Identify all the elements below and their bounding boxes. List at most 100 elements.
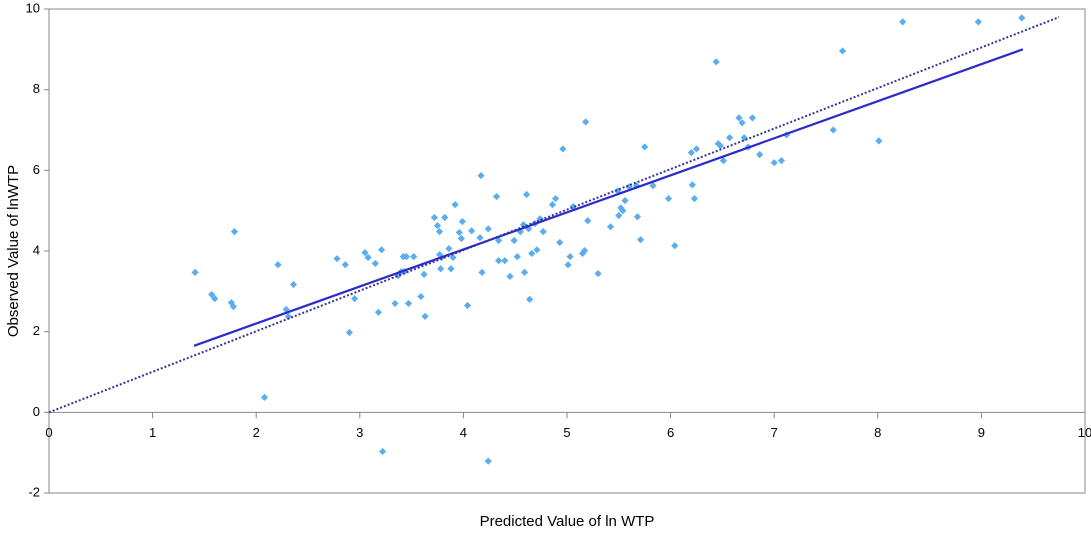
data-point <box>528 249 536 258</box>
data-point <box>501 257 509 265</box>
data-point <box>433 221 442 230</box>
x-tick-label: 2 <box>253 425 260 440</box>
data-point <box>364 253 372 262</box>
data-point <box>614 187 622 195</box>
data-point <box>633 213 642 221</box>
data-point <box>510 236 518 245</box>
data-point <box>692 145 701 153</box>
data-point <box>716 142 724 150</box>
y-tick-label: 6 <box>33 162 40 177</box>
data-point <box>289 280 298 289</box>
data-point <box>770 159 778 167</box>
data-point <box>410 253 418 261</box>
data-point <box>484 457 492 465</box>
data-point <box>875 137 883 145</box>
data-point <box>468 227 476 235</box>
data-point <box>714 140 722 148</box>
data-point <box>525 225 533 233</box>
data-point <box>582 118 590 126</box>
data-point <box>688 181 696 189</box>
data-point <box>402 253 411 261</box>
x-tick-label: 6 <box>667 425 674 440</box>
data-point <box>391 299 399 308</box>
data-point <box>539 228 547 236</box>
x-tick-label: 5 <box>563 425 570 440</box>
x-axis-title: Predicted Value of ln WTP <box>480 513 655 530</box>
data-point <box>495 257 503 265</box>
y-tick-label: 4 <box>33 242 40 257</box>
data-point <box>594 269 602 278</box>
data-point <box>719 157 728 165</box>
x-tick-label: 7 <box>771 425 778 440</box>
y-tick-label: 8 <box>33 81 40 96</box>
y-axis-title: Observed Value of lnWTP <box>5 165 22 337</box>
data-point <box>463 301 472 310</box>
data-point <box>351 294 359 303</box>
data-point <box>417 292 425 301</box>
data-point <box>671 242 679 250</box>
y-tick-label: -2 <box>28 484 40 499</box>
data-point <box>260 393 269 402</box>
data-point <box>1018 14 1026 22</box>
data-point <box>641 143 649 151</box>
data-point <box>377 246 386 254</box>
data-point <box>621 196 629 205</box>
data-point <box>548 201 557 209</box>
data-point <box>361 249 369 257</box>
data-point <box>430 213 438 222</box>
data-point <box>374 308 383 316</box>
data-point <box>899 18 907 26</box>
data-point <box>492 192 501 201</box>
data-point <box>664 194 673 203</box>
data-point <box>748 114 757 122</box>
data-point <box>526 295 534 303</box>
data-point <box>421 312 429 320</box>
data-point <box>378 447 387 456</box>
data-point <box>495 236 503 245</box>
data-point <box>420 270 428 278</box>
data-point <box>458 217 466 226</box>
y-tick-label: 2 <box>33 323 40 338</box>
data-point <box>829 126 837 134</box>
data-point <box>333 255 341 263</box>
data-point <box>230 228 239 236</box>
data-point <box>211 294 219 303</box>
data-point <box>581 246 589 255</box>
data-point <box>578 249 587 258</box>
data-point <box>449 253 457 262</box>
data-point <box>341 261 349 269</box>
data-point <box>738 119 746 127</box>
data-point <box>756 151 764 159</box>
data-point <box>606 223 615 231</box>
data-point <box>229 303 238 311</box>
data-point <box>533 246 541 254</box>
data-point <box>690 194 699 203</box>
data-point <box>712 58 720 66</box>
data-point <box>519 221 528 229</box>
data-point <box>619 207 627 215</box>
data-point <box>777 157 786 165</box>
data-point <box>615 211 623 220</box>
data-point <box>451 201 459 209</box>
data-point <box>649 182 657 190</box>
data-point <box>455 228 463 237</box>
data-point <box>513 253 521 261</box>
x-tick-label: 1 <box>149 425 156 440</box>
data-point <box>974 18 982 26</box>
data-point <box>441 213 449 222</box>
data-point <box>566 253 574 261</box>
x-tick-label: 3 <box>356 425 363 440</box>
data-point <box>552 194 560 203</box>
data-point <box>284 312 292 320</box>
y-tick-label: 10 <box>26 0 40 15</box>
data-point <box>457 234 465 243</box>
data-point <box>437 265 445 273</box>
data-point <box>559 145 567 153</box>
x-tick-label: 9 <box>978 425 985 440</box>
data-point <box>584 217 592 225</box>
x-tick-label: 8 <box>874 425 881 440</box>
data-point <box>506 272 514 281</box>
data-point <box>636 236 645 244</box>
data-point <box>478 268 486 276</box>
data-point <box>345 328 354 337</box>
